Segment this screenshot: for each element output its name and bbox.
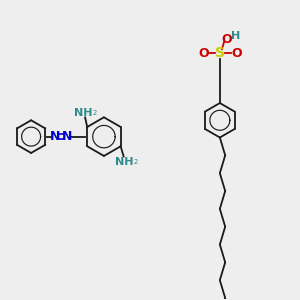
Text: O: O	[231, 47, 242, 60]
Text: N: N	[50, 130, 60, 143]
Text: O: O	[198, 47, 209, 60]
Text: O: O	[221, 33, 232, 46]
Text: N: N	[61, 130, 72, 143]
Text: $_{2}$: $_{2}$	[133, 157, 138, 167]
Text: NH: NH	[115, 157, 134, 167]
Text: S: S	[215, 46, 225, 60]
Text: $_{2}$: $_{2}$	[92, 108, 98, 118]
Text: NH: NH	[74, 108, 93, 118]
Text: H: H	[231, 31, 240, 40]
